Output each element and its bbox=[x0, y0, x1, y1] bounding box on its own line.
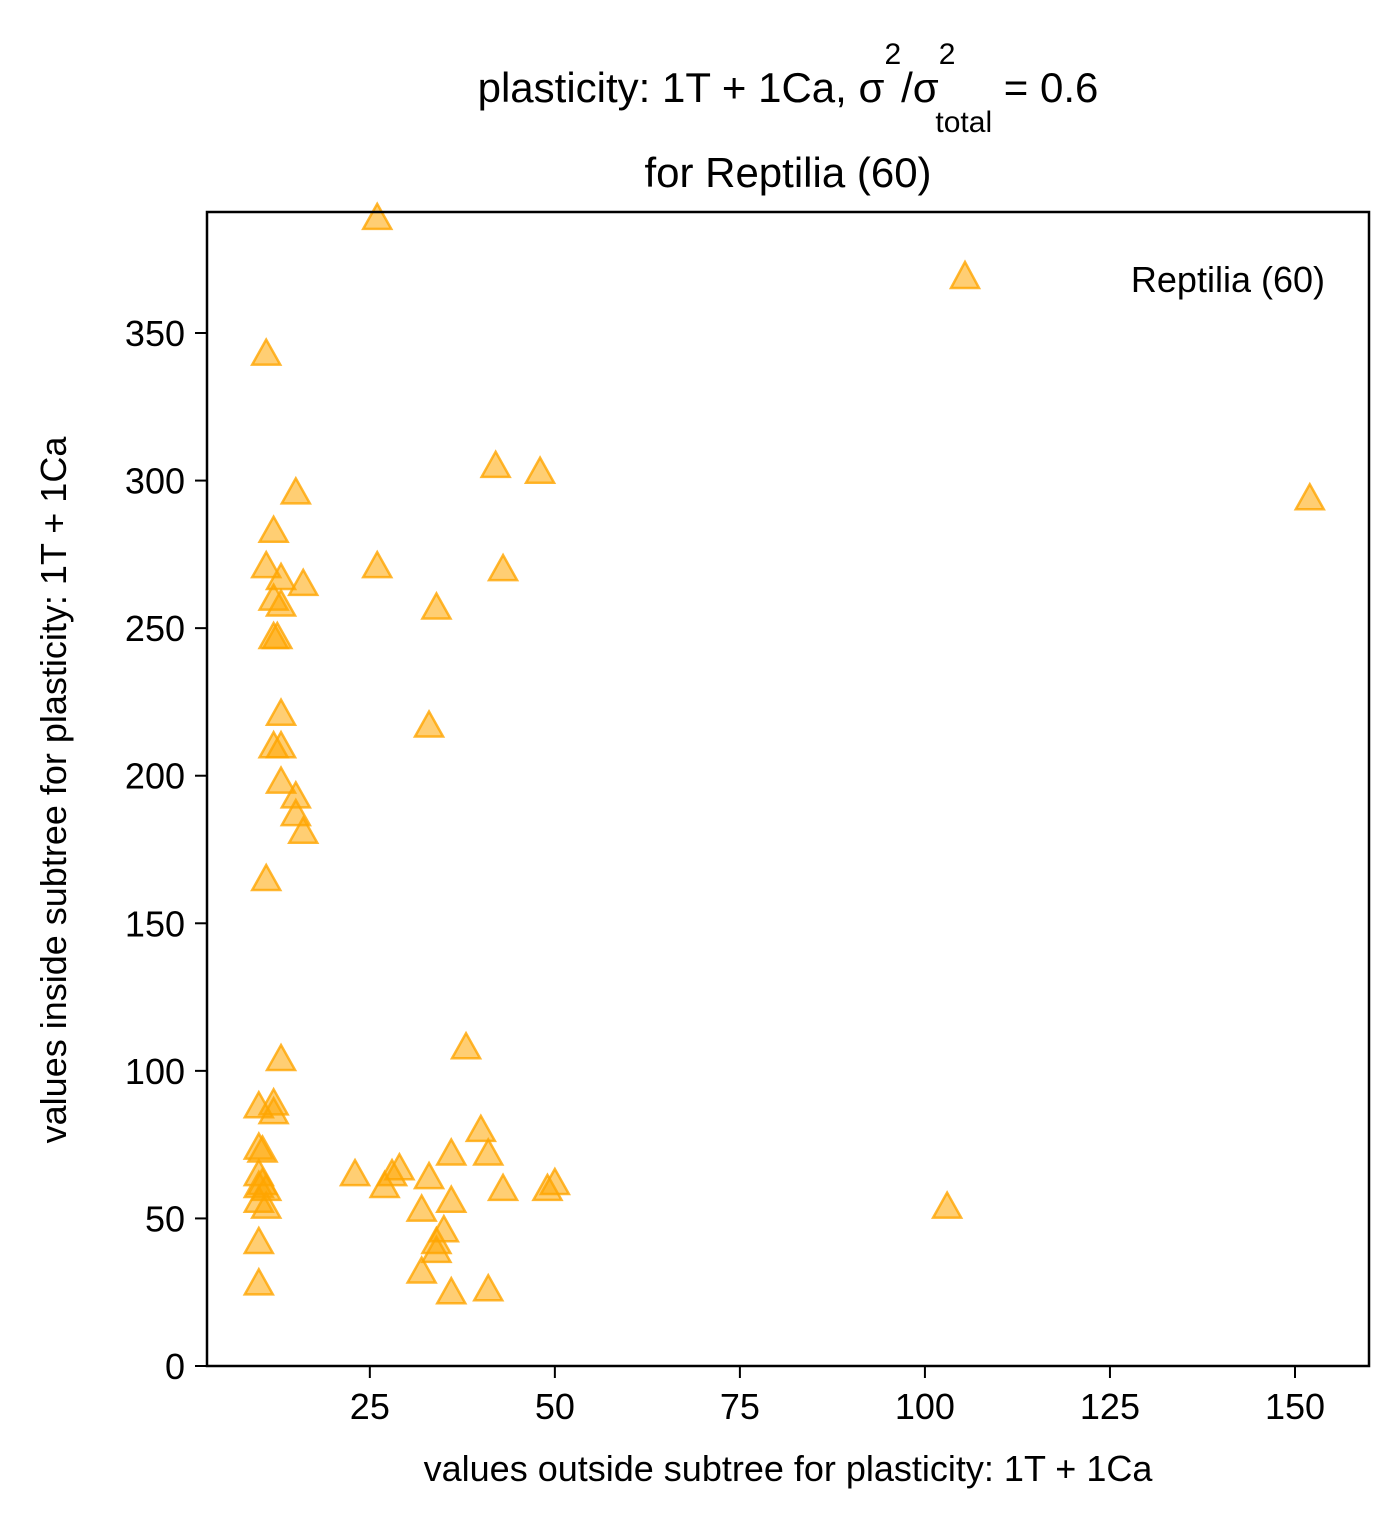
data-point bbox=[1293, 481, 1326, 511]
title-sup1: 2 bbox=[884, 38, 901, 71]
data-point bbox=[361, 201, 394, 231]
y-tick-label: 200 bbox=[125, 756, 185, 797]
data-point bbox=[531, 1172, 564, 1202]
data-point bbox=[250, 1190, 283, 1219]
data-point bbox=[420, 1234, 453, 1264]
legend: Reptilia (60) bbox=[948, 259, 1325, 300]
data-point bbox=[261, 620, 294, 650]
data-point bbox=[464, 1113, 497, 1143]
data-point bbox=[338, 1157, 372, 1187]
plot-frame bbox=[205, 210, 1371, 1368]
data-point bbox=[361, 549, 394, 579]
data-point bbox=[250, 337, 283, 366]
data-point bbox=[930, 1190, 964, 1219]
x-axis-label: values outside subtree for plasticity: 1… bbox=[424, 1448, 1154, 1489]
data-point bbox=[405, 1254, 438, 1284]
title-sup2: 2 bbox=[939, 38, 956, 71]
y-tick-label: 300 bbox=[125, 461, 185, 502]
x-tick-label: 100 bbox=[895, 1386, 955, 1427]
data-point bbox=[486, 1172, 520, 1202]
title-slash: /σ bbox=[901, 64, 939, 111]
legend-label: Reptilia (60) bbox=[1131, 259, 1325, 300]
y-tick-label: 150 bbox=[125, 903, 185, 944]
y-tick-label: 50 bbox=[145, 1198, 185, 1239]
y-tick-label: 0 bbox=[165, 1346, 185, 1387]
data-point bbox=[412, 708, 446, 738]
data-point bbox=[435, 1184, 468, 1213]
data-point bbox=[264, 729, 298, 759]
title-main: plasticity: 1T + 1Ca, σ bbox=[478, 64, 885, 111]
data-point bbox=[479, 449, 512, 479]
title-tail: = 0.6 bbox=[992, 64, 1098, 111]
y-axis-label: values inside subtree for plasticity: 1T… bbox=[33, 436, 74, 1144]
data-point bbox=[264, 697, 298, 726]
data-point bbox=[264, 587, 298, 617]
data-point bbox=[264, 1042, 298, 1072]
data-point bbox=[246, 1133, 279, 1163]
data-point bbox=[420, 590, 453, 620]
data-point bbox=[257, 1095, 290, 1125]
data-points bbox=[242, 201, 1326, 1305]
data-point bbox=[257, 514, 290, 544]
data-point bbox=[287, 815, 320, 845]
data-point bbox=[412, 1160, 446, 1190]
x-tick-label: 25 bbox=[350, 1386, 390, 1427]
data-point bbox=[242, 1266, 275, 1296]
chart-subtitle: for Reptilia (60) bbox=[644, 149, 931, 196]
y-tick-label: 250 bbox=[125, 608, 185, 649]
data-point bbox=[486, 552, 520, 582]
data-point bbox=[472, 1136, 505, 1166]
title-sub: total bbox=[935, 106, 992, 139]
axis-ticks: 25 50 75 100 125 150 0 50 100 150 200 250 300 350 bbox=[125, 313, 1325, 1427]
data-point bbox=[523, 455, 557, 484]
x-tick-label: 75 bbox=[720, 1386, 760, 1427]
legend-marker bbox=[948, 259, 982, 290]
y-tick-label: 350 bbox=[125, 313, 185, 354]
chart-title: plasticity: 1T + 1Ca, σ2/σ2 total = 0.6 bbox=[478, 38, 1099, 139]
x-tick-label: 150 bbox=[1265, 1386, 1325, 1427]
x-tick-label: 50 bbox=[535, 1386, 575, 1427]
data-point bbox=[242, 1225, 275, 1255]
data-point bbox=[449, 1030, 483, 1060]
data-point bbox=[264, 765, 298, 794]
data-point bbox=[435, 1136, 468, 1166]
data-point bbox=[435, 1275, 468, 1305]
data-point bbox=[375, 1157, 409, 1187]
data-point bbox=[250, 549, 283, 579]
data-point bbox=[250, 862, 283, 892]
y-tick-label: 100 bbox=[125, 1051, 185, 1092]
data-point bbox=[405, 1193, 438, 1222]
data-point bbox=[287, 567, 320, 597]
data-point bbox=[472, 1272, 505, 1302]
data-point bbox=[279, 475, 312, 505]
x-tick-label: 125 bbox=[1080, 1386, 1140, 1427]
